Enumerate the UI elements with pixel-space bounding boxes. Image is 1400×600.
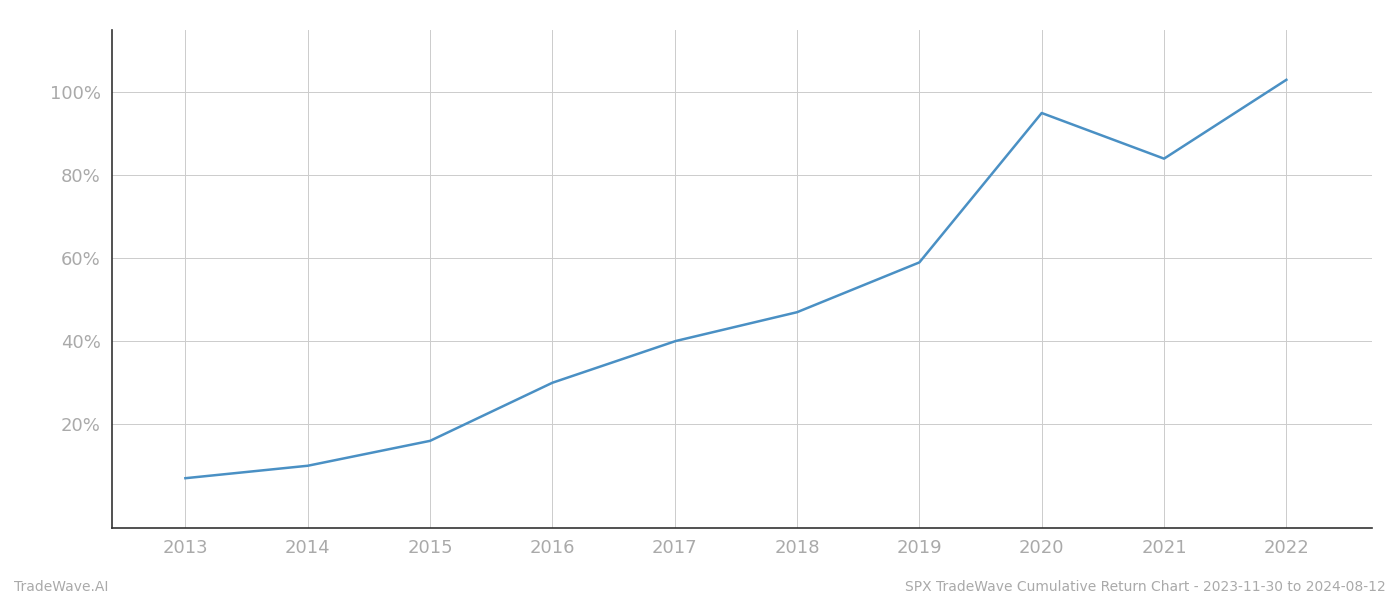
Text: TradeWave.AI: TradeWave.AI xyxy=(14,580,108,594)
Text: SPX TradeWave Cumulative Return Chart - 2023-11-30 to 2024-08-12: SPX TradeWave Cumulative Return Chart - … xyxy=(906,580,1386,594)
